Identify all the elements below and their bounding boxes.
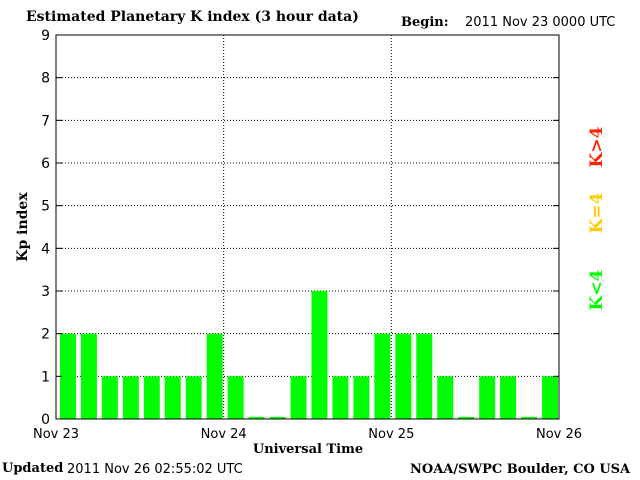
legend-entry: K<4 <box>587 269 607 310</box>
x-tick-label: Nov 25 <box>368 427 414 442</box>
kp-bar <box>311 291 328 419</box>
kp-bar <box>143 376 160 419</box>
y-tick-label: 4 <box>41 241 50 257</box>
kp-bar <box>269 416 286 419</box>
kp-bar <box>290 376 307 419</box>
x-tick-label: Nov 23 <box>33 427 79 442</box>
kp-bar <box>521 416 538 419</box>
kp-bar <box>122 376 139 419</box>
kp-bar <box>374 333 391 419</box>
kp-bar <box>185 376 202 419</box>
x-tick-label: Nov 26 <box>536 427 582 442</box>
y-tick-label: 0 <box>41 412 50 428</box>
updated-timestamp: 2011 Nov 26 02:55:02 UTC <box>67 462 243 477</box>
y-tick-label: 6 <box>41 156 50 172</box>
kp-bar <box>164 376 181 419</box>
source-credit: NOAA/SWPC Boulder, CO USA <box>410 462 631 477</box>
x-tick-label: Nov 24 <box>201 427 247 442</box>
chart-title: Estimated Planetary K index (3 hour data… <box>26 9 359 25</box>
y-tick-label: 7 <box>41 113 50 129</box>
plot-frame <box>55 34 560 420</box>
kp-bar <box>458 416 475 419</box>
kp-bar <box>416 333 433 419</box>
kp-bar <box>479 376 496 419</box>
y-tick-label: 3 <box>41 284 50 300</box>
kp-bar <box>353 376 370 419</box>
kp-bar <box>227 376 244 419</box>
y-tick-label: 5 <box>41 199 50 215</box>
x-axis-label: Universal Time <box>253 442 363 457</box>
kp-bar <box>437 376 454 419</box>
kp-bar <box>80 333 97 419</box>
kp-bar <box>60 333 76 419</box>
kp-bar <box>206 333 223 419</box>
y-axis-label: Kp index <box>15 192 31 262</box>
kp-bar <box>248 416 265 419</box>
kp-bar <box>500 376 517 419</box>
kp-bar <box>542 376 558 419</box>
y-tick-label: 2 <box>41 327 50 343</box>
begin-timestamp: 2011 Nov 23 0000 UTC <box>465 15 616 30</box>
y-tick-label: 1 <box>41 369 50 385</box>
legend-entry: K=4 <box>587 192 607 233</box>
y-tick-label: 8 <box>41 71 50 87</box>
y-tick-label: 9 <box>41 28 50 44</box>
kp-bar <box>101 376 118 419</box>
updated-label: Updated <box>2 461 64 476</box>
kp-bar <box>332 376 349 419</box>
kp-bar <box>395 333 412 419</box>
begin-label: Begin: <box>401 15 449 30</box>
legend-entry: K>4 <box>587 126 607 167</box>
